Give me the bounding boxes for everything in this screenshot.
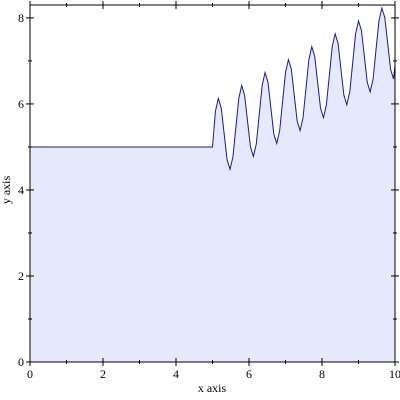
y-axis-label: y axis (0, 176, 13, 205)
area-fill (30, 8, 395, 363)
y-tick-label: 4 (18, 183, 24, 197)
x-tick-label: 0 (27, 367, 33, 381)
x-tick-label: 8 (319, 367, 325, 381)
x-axis-label: x axis (198, 381, 227, 395)
x-tick-label: 6 (246, 367, 252, 381)
y-tick-label: 6 (18, 97, 24, 111)
y-tick-label: 0 (18, 355, 24, 369)
line (30, 6, 396, 172)
x-tick-label: 2 (100, 367, 106, 381)
y-tick-label: 2 (18, 269, 24, 283)
y-tick-label: 8 (18, 11, 24, 25)
x-tick-label: 4 (173, 367, 179, 381)
x-tick-label: 10 (389, 367, 400, 381)
